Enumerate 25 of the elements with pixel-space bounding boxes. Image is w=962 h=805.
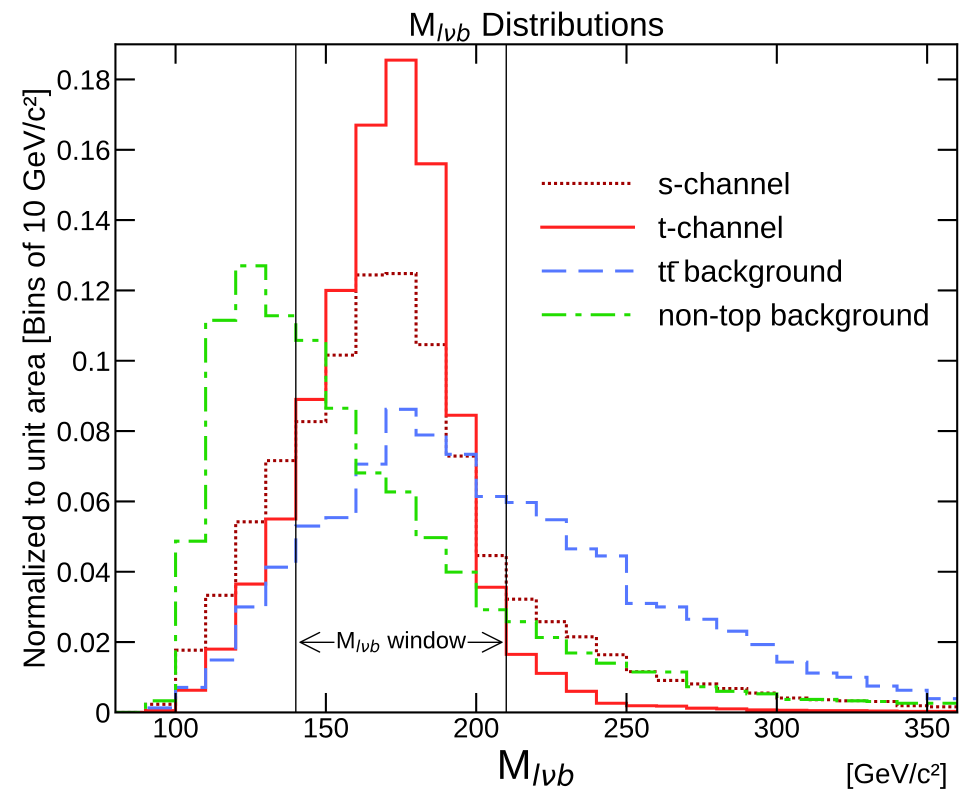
legend-label: t-channel bbox=[658, 216, 782, 238]
legend-label: s-channel bbox=[658, 172, 788, 194]
chart-title: M$_{lνb}$ Distributions bbox=[411, 12, 664, 42]
y-tick-label: 0.08 bbox=[58, 422, 110, 442]
annotation: M$_{lνb}$ window bbox=[338, 631, 466, 652]
y-tick-label: 0.06 bbox=[58, 492, 110, 512]
y-tick-label: 0.12 bbox=[58, 281, 110, 301]
x-tick-label: 100 bbox=[154, 718, 198, 738]
legend-label: tt̄ background bbox=[658, 260, 842, 288]
y-tick-label: 0.02 bbox=[58, 632, 110, 652]
y-tick-label: 0.14 bbox=[58, 210, 110, 230]
y-tick-label: 0.1 bbox=[73, 351, 110, 372]
y-tick-label: 0 bbox=[96, 703, 110, 723]
y-tick-label: 0.16 bbox=[58, 140, 110, 160]
x-tick-label: 300 bbox=[754, 718, 799, 738]
y-tick-label: 0.04 bbox=[58, 562, 110, 582]
y-tick-label: 0.18 bbox=[58, 70, 110, 90]
x-tick-label: 150 bbox=[304, 718, 348, 738]
x-tick-label: 250 bbox=[604, 718, 649, 738]
x-tick-label: 350 bbox=[905, 718, 950, 738]
text: [GeV/c²] bbox=[848, 763, 946, 789]
x-tick-label: 200 bbox=[454, 718, 498, 738]
y-axis-title: Normalized to unit area [Bins of 10 GeV/c²] bbox=[22, 90, 51, 666]
legend-label: non-top background bbox=[660, 303, 928, 332]
x-axis-title: M$_{lνb}$ bbox=[500, 750, 574, 786]
